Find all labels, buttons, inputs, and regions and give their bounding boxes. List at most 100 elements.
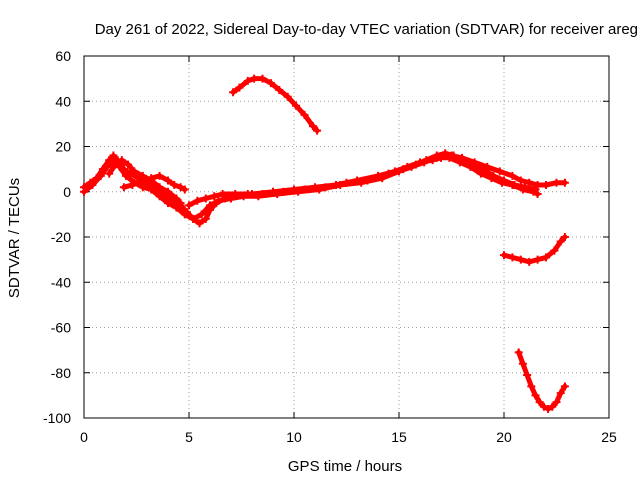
data-point <box>308 122 317 131</box>
data-point <box>560 233 569 241</box>
series-track-4 <box>185 151 569 210</box>
data-point <box>374 171 382 180</box>
y-tick-label: -40 <box>51 274 71 290</box>
data-point <box>124 160 133 169</box>
data-point <box>197 210 206 219</box>
x-tick-label: 15 <box>391 429 407 445</box>
data-point <box>243 76 252 85</box>
x-axis-ticks: 0 5 10 15 20 25 <box>80 56 617 445</box>
x-tick-label: 20 <box>496 429 512 445</box>
data-point <box>189 214 198 223</box>
y-tick-label: -100 <box>43 410 71 426</box>
data-point <box>428 156 437 165</box>
data-point <box>466 162 475 171</box>
data-point <box>508 171 517 180</box>
y-tick-label: -20 <box>51 229 71 245</box>
data-point <box>500 251 508 260</box>
data-point <box>390 167 399 176</box>
data-point <box>542 253 550 262</box>
data-point <box>470 158 479 167</box>
data-point <box>476 169 485 178</box>
data-point <box>518 185 527 194</box>
data-point <box>556 389 565 398</box>
y-tick-label: -60 <box>51 320 71 336</box>
data-point <box>487 174 496 183</box>
data-point <box>164 176 172 185</box>
data-point <box>548 402 557 411</box>
data-point <box>527 382 536 391</box>
data-point <box>556 237 565 246</box>
data-point <box>495 167 504 176</box>
data-point <box>170 180 179 189</box>
data-point <box>550 246 559 255</box>
data-point <box>497 178 506 187</box>
data-point <box>117 156 126 165</box>
data-point <box>416 158 424 167</box>
y-tick-label: 40 <box>55 93 71 109</box>
data-point <box>111 160 120 169</box>
data-point <box>508 180 517 189</box>
data-point <box>206 201 214 210</box>
data-point <box>130 167 139 176</box>
data-point <box>105 169 114 178</box>
data-point <box>195 219 204 228</box>
data-point <box>80 187 88 196</box>
data-point <box>176 199 185 208</box>
data-point <box>155 171 164 180</box>
data-point <box>311 183 319 192</box>
series-track-7 <box>229 74 322 135</box>
data-point <box>164 199 172 208</box>
data-point <box>138 171 147 180</box>
data-point <box>88 180 97 189</box>
data-point <box>332 180 340 189</box>
data-point <box>250 74 259 83</box>
y-tick-label: 60 <box>55 48 71 64</box>
data-point <box>201 194 210 203</box>
data-point <box>193 196 202 205</box>
data-point <box>161 192 170 201</box>
data-point <box>552 178 561 187</box>
data-point <box>529 187 538 196</box>
data-point <box>258 74 267 83</box>
data-point <box>145 180 154 189</box>
x-tick-label: 5 <box>185 429 193 445</box>
x-tick-label: 0 <box>80 429 88 445</box>
data-point <box>180 210 189 219</box>
data-point <box>518 359 527 368</box>
data-point <box>516 255 525 264</box>
data-point <box>229 88 238 97</box>
y-axis-ticks: -100 -80 -60 -40 -20 0 20 40 60 <box>43 48 609 426</box>
data-point <box>523 371 532 380</box>
data-point <box>533 190 542 199</box>
data-point <box>218 190 227 199</box>
data-point <box>525 257 534 266</box>
data-point <box>128 180 137 189</box>
data-point <box>508 253 517 262</box>
data-point <box>525 178 534 187</box>
data-point <box>531 391 540 400</box>
series-track-8 <box>500 233 569 266</box>
data-point <box>290 185 298 194</box>
x-tick-label: 10 <box>286 429 302 445</box>
data-point <box>514 348 523 357</box>
data-point <box>539 402 548 411</box>
data-point <box>292 101 301 110</box>
series-line <box>516 349 568 412</box>
data-point <box>275 85 284 94</box>
data-point <box>231 190 240 199</box>
series-track-3 <box>105 156 185 208</box>
data-point <box>516 176 525 185</box>
data-point <box>552 398 561 407</box>
y-tick-label: 20 <box>55 139 71 155</box>
data-point <box>353 176 361 185</box>
y-tick-label: 0 <box>63 184 71 200</box>
plot-frame <box>83 55 610 419</box>
data-point <box>544 404 553 413</box>
data-point <box>313 126 322 135</box>
data-point <box>172 203 181 212</box>
data-point <box>153 185 162 194</box>
data-point <box>437 153 445 162</box>
data-point <box>103 162 112 171</box>
series-line <box>230 76 320 134</box>
